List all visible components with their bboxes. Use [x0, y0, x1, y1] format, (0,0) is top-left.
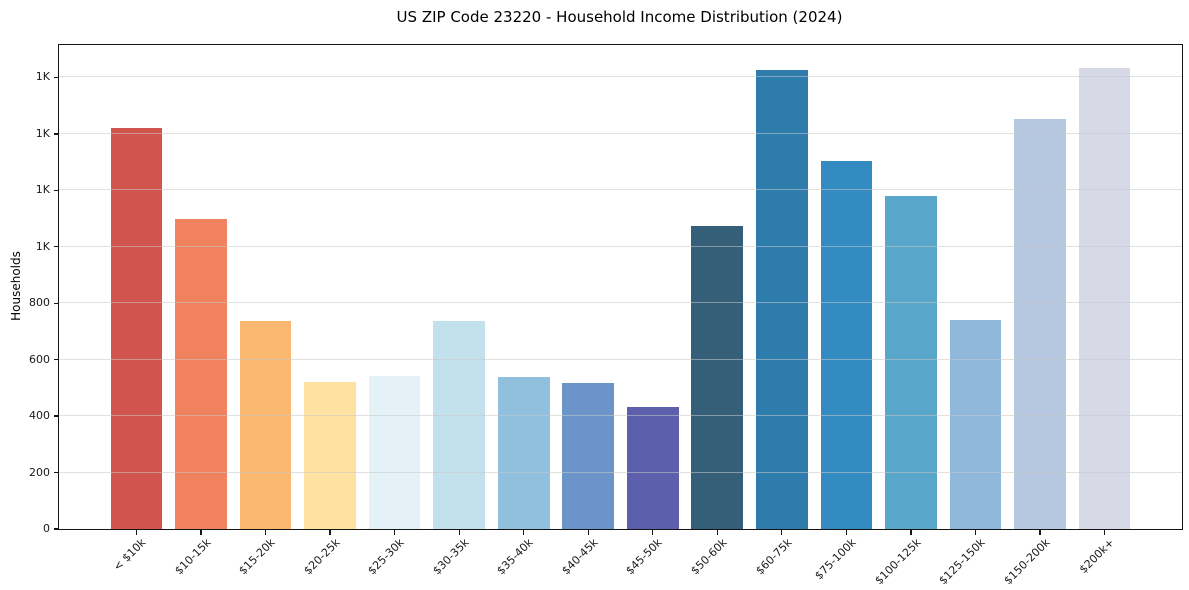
x-tick-mark — [1103, 530, 1106, 536]
y-tick-label: 1K — [35, 70, 50, 84]
x-tick-mark — [458, 530, 460, 536]
y-tick-label: 1K — [35, 183, 50, 197]
y-tick-mark — [54, 302, 59, 304]
y-tick-label: 600 — [29, 352, 50, 366]
x-tick-label: $100-125k — [871, 536, 924, 588]
x-tick-mark — [652, 530, 654, 536]
y-tick-label: 400 — [29, 409, 50, 423]
bar — [433, 321, 485, 529]
y-tick-mark — [54, 528, 59, 530]
bar — [949, 320, 1002, 529]
y-tick-label: 0 — [43, 522, 50, 535]
bar — [885, 195, 937, 529]
x-tick-label: $150-200k — [1001, 536, 1053, 588]
bar — [562, 383, 615, 529]
y-tick-label: 800 — [29, 296, 50, 310]
x-tick-label: $20-25k — [301, 536, 343, 578]
y-tick-mark — [54, 246, 59, 248]
x-tick-mark — [587, 530, 589, 536]
bar — [239, 321, 292, 529]
x-tick-label: $35-40k — [494, 536, 536, 578]
gridline — [59, 415, 1182, 417]
bar — [368, 376, 421, 529]
x-tick-mark — [329, 530, 331, 536]
x-tick-mark — [910, 530, 912, 536]
bar — [110, 128, 163, 529]
bar — [497, 376, 550, 529]
x-tick-mark — [393, 530, 396, 536]
gridline — [59, 358, 1182, 360]
y-tick-mark — [54, 359, 59, 361]
y-tick-label: 1K — [35, 239, 50, 253]
x-tick-label: < $10k — [111, 536, 149, 574]
y-tick-mark — [54, 76, 59, 79]
x-tick-mark — [135, 530, 138, 536]
gridline — [59, 245, 1182, 247]
plot-area: < $10k $10-15k $15-20k $20-25k $25-30k $30-35… — [29, 44, 1183, 587]
gridline — [59, 302, 1182, 304]
x-tick-mark — [1039, 530, 1041, 536]
bar — [626, 406, 679, 529]
y-tick-mark — [54, 471, 59, 474]
gridline — [59, 76, 1182, 78]
x-tick-label: $45-50k — [623, 536, 665, 578]
x-tick-label: $125-150k — [936, 536, 988, 588]
bar — [1014, 119, 1066, 529]
y-tick-mark — [54, 189, 59, 191]
gridline — [59, 189, 1182, 191]
bar — [756, 70, 808, 529]
bar — [175, 218, 227, 529]
x-tick-mark — [264, 530, 267, 536]
x-tick-label: $40-45k — [559, 536, 601, 578]
x-tick-label: $75-100k — [812, 536, 859, 583]
y-tick-mark — [54, 415, 59, 417]
x-tick-label: $25-30k — [365, 536, 407, 578]
x-tick-mark — [523, 530, 525, 536]
bar — [691, 226, 744, 529]
x-tick-mark — [845, 530, 847, 536]
x-tick-mark — [781, 530, 783, 536]
y-tick-label: 1K — [35, 126, 50, 140]
x-tick-label: $15-20k — [236, 536, 278, 578]
bar — [304, 381, 356, 529]
bar — [820, 160, 873, 529]
y-tick-label: 200 — [29, 465, 50, 479]
y-tick-mark — [54, 133, 59, 135]
gridline — [59, 132, 1182, 134]
bar — [1078, 67, 1131, 529]
x-tick-mark — [200, 530, 202, 536]
chart-title: US ZIP Code 23220 - Household Income Dis… — [396, 8, 843, 26]
x-tick-label: $200k+ — [1076, 536, 1117, 577]
x-tick-label: $10-15k — [171, 536, 214, 578]
x-tick-label: $50-60k — [688, 536, 730, 578]
x-tick-label: $60-75k — [752, 536, 795, 578]
x-tick-mark — [974, 530, 977, 536]
x-tick-label: $30-35k — [430, 536, 472, 578]
gridline — [59, 471, 1182, 473]
y-axis-label: Households — [9, 251, 23, 321]
x-tick-mark — [716, 530, 718, 536]
